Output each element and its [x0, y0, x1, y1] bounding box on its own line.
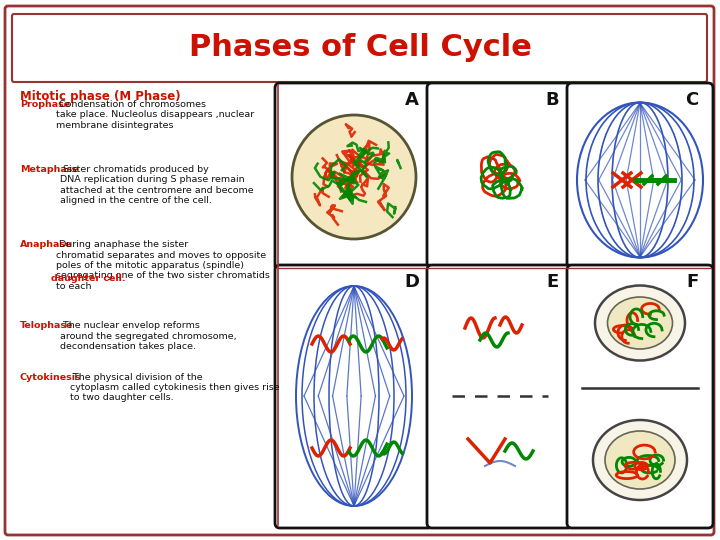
Text: daughter cell.: daughter cell. — [51, 274, 125, 284]
Ellipse shape — [595, 286, 685, 361]
FancyBboxPatch shape — [427, 265, 573, 528]
Text: Cytokinesis: Cytokinesis — [20, 373, 81, 382]
Text: D: D — [405, 273, 420, 291]
Text: B: B — [545, 91, 559, 109]
Text: The physical division of the
cytoplasm called cytokinesis then gives rise
to two: The physical division of the cytoplasm c… — [70, 373, 279, 402]
Text: Condensation of chromosomes
take place. Nucleolus disappears ,nuclear
membrane d: Condensation of chromosomes take place. … — [56, 100, 254, 130]
Text: E: E — [546, 273, 558, 291]
Text: Anaphase: Anaphase — [20, 240, 73, 249]
FancyBboxPatch shape — [427, 83, 573, 271]
Text: During anaphase the sister
chromatid separates and moves to opposite
poles of th: During anaphase the sister chromatid sep… — [56, 240, 270, 291]
FancyBboxPatch shape — [567, 265, 713, 528]
Text: F: F — [686, 273, 698, 291]
Ellipse shape — [593, 420, 687, 500]
Text: C: C — [685, 91, 698, 109]
Text: Metaphase: Metaphase — [20, 165, 78, 174]
FancyBboxPatch shape — [12, 14, 707, 82]
Ellipse shape — [608, 297, 672, 349]
Text: Prophase: Prophase — [20, 100, 70, 109]
FancyBboxPatch shape — [275, 83, 433, 271]
Text: Mitotic phase (M Phase): Mitotic phase (M Phase) — [20, 90, 181, 103]
Ellipse shape — [605, 431, 675, 489]
Text: Sister chromatids produced by
DNA replication during S phase remain
attached at : Sister chromatids produced by DNA replic… — [60, 165, 254, 205]
Text: Phases of Cell Cycle: Phases of Cell Cycle — [189, 33, 531, 63]
FancyBboxPatch shape — [275, 265, 433, 528]
FancyBboxPatch shape — [5, 6, 714, 535]
FancyBboxPatch shape — [567, 83, 713, 271]
Circle shape — [292, 115, 416, 239]
Text: Telophase: Telophase — [20, 321, 73, 330]
Text: A: A — [405, 91, 419, 109]
Text: The nuclear envelop reforms
around the segregated chromosome,
decondensation tak: The nuclear envelop reforms around the s… — [60, 321, 237, 351]
